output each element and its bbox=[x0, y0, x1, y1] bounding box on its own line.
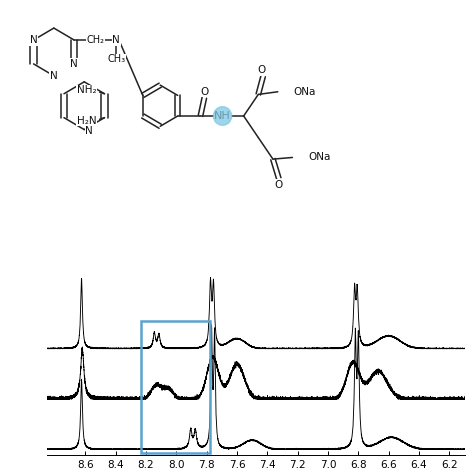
Text: N: N bbox=[30, 35, 37, 45]
Text: O: O bbox=[201, 87, 209, 97]
Text: N: N bbox=[112, 35, 120, 45]
Text: N: N bbox=[85, 126, 93, 136]
Text: NH: NH bbox=[214, 111, 231, 121]
Text: O: O bbox=[257, 65, 265, 75]
Text: CH₃: CH₃ bbox=[107, 54, 126, 64]
Text: H₂N: H₂N bbox=[77, 116, 96, 126]
Text: O: O bbox=[274, 180, 283, 190]
Text: ONa: ONa bbox=[293, 87, 316, 97]
Text: N: N bbox=[70, 59, 78, 69]
Text: ONa: ONa bbox=[308, 153, 330, 163]
Circle shape bbox=[213, 107, 232, 125]
Text: CH₂: CH₂ bbox=[86, 35, 104, 45]
Bar bbox=[141, 321, 210, 453]
Text: NH₂: NH₂ bbox=[77, 85, 96, 95]
Text: N: N bbox=[50, 71, 58, 81]
